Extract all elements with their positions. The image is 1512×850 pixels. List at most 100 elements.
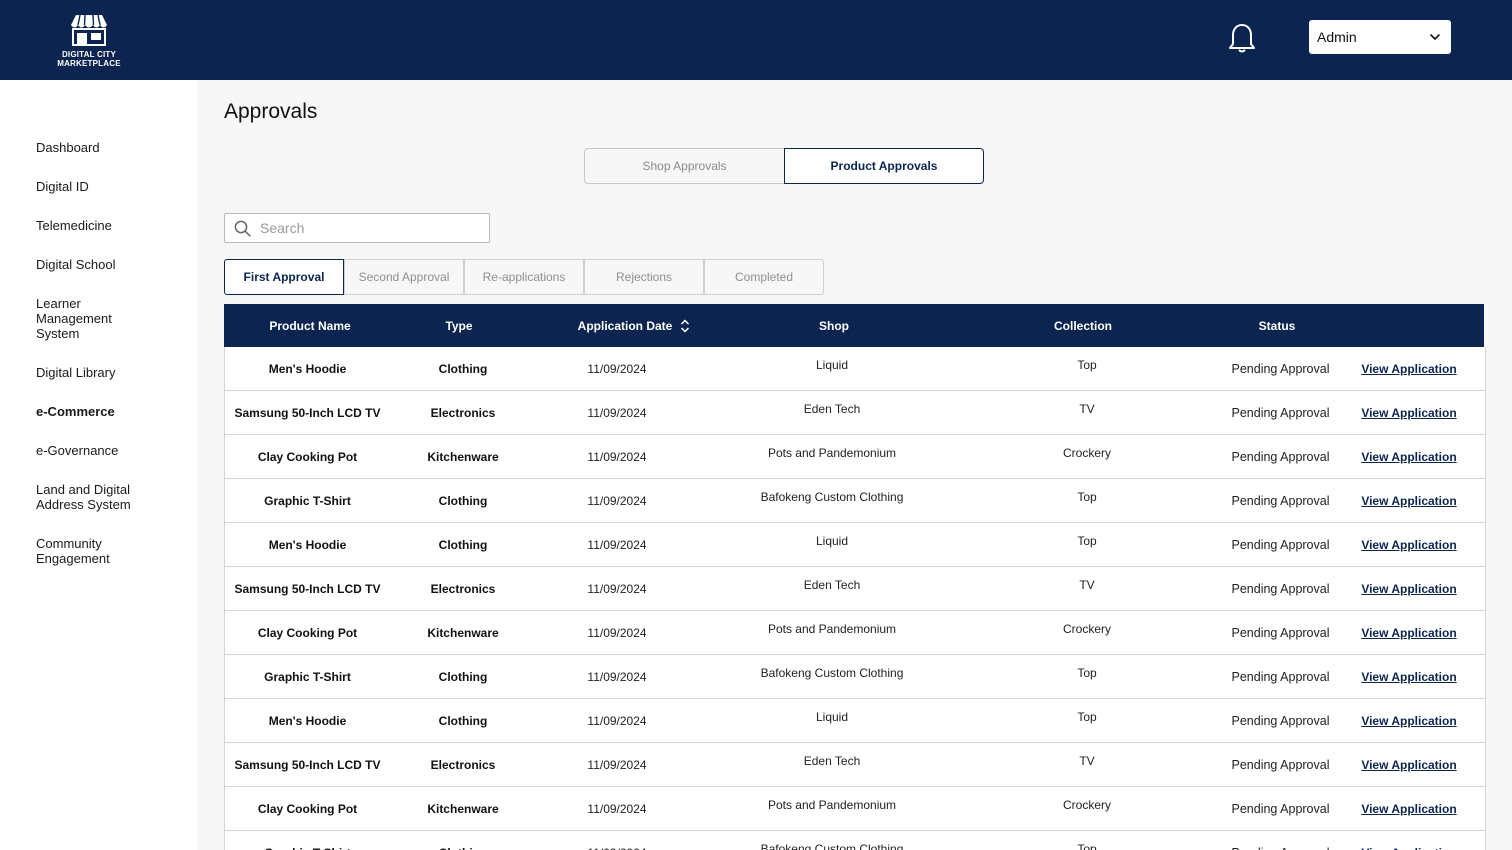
view-application-link[interactable]: View Application — [1361, 714, 1457, 728]
sidebar-item-digital-school[interactable]: Digital School — [36, 257, 116, 272]
shop-cell: Liquid — [815, 358, 849, 372]
status-cell: Pending Approval — [1231, 538, 1330, 552]
type-cell: Clothing — [438, 670, 488, 684]
sidebar-item-e-commerce[interactable]: e-Commerce — [36, 404, 115, 419]
column-product-name[interactable]: Product Name — [269, 318, 351, 333]
sidebar-item-e-governance[interactable]: e-Governance — [36, 443, 119, 458]
collection-cell: Top — [1077, 358, 1097, 372]
status-cell: Pending Approval — [1231, 450, 1330, 464]
status-cell: Pending Approval — [1231, 494, 1330, 508]
product-name-cell: Samsung 50-Inch LCD TV — [234, 758, 381, 772]
application-date-cell: 11/09/2024 — [587, 758, 647, 772]
search-icon — [234, 220, 251, 237]
status-cell: Pending Approval — [1231, 802, 1330, 816]
product-name-cell: Men's Hoodie — [268, 538, 347, 552]
shop-cell: Eden Tech — [803, 578, 861, 592]
product-name-cell: Samsung 50-Inch LCD TV — [234, 582, 381, 596]
view-application-link[interactable]: View Application — [1361, 758, 1457, 772]
brand-logo[interactable]: DIGITAL CITY MARKETPLACE — [52, 14, 126, 68]
sort-icon[interactable] — [680, 318, 690, 333]
view-application-link[interactable]: View Application — [1361, 582, 1457, 596]
sidebar-item-dashboard[interactable]: Dashboard — [36, 140, 100, 155]
product-name-cell: Clay Cooking Pot — [257, 802, 358, 816]
sidebar-item-learner-management-system[interactable]: Learner Management System — [36, 296, 112, 341]
table-row: Samsung 50-Inch LCD TV Electronics 11/09/2… — [224, 391, 1486, 435]
view-application-link[interactable]: View Application — [1361, 670, 1457, 684]
sidebar-item-digital-library[interactable]: Digital Library — [36, 365, 116, 380]
collection-cell: Top — [1077, 710, 1097, 724]
search-input[interactable] — [260, 220, 460, 236]
type-cell: Clothing — [438, 494, 488, 508]
type-cell: Clothing — [438, 538, 488, 552]
shop-cell: Eden Tech — [803, 754, 861, 768]
product-name-cell: Clay Cooking Pot — [257, 450, 358, 464]
view-application-link[interactable]: View Application — [1361, 626, 1457, 640]
application-date-cell: 11/09/2024 — [587, 626, 647, 640]
tab-re-applications[interactable]: Re-applications — [464, 259, 584, 295]
application-date-cell: 11/09/2024 — [587, 582, 647, 596]
table-row: Graphic T-Shirt Clothing 11/09/2024 Bafoken… — [224, 655, 1486, 699]
view-application-link[interactable]: View Application — [1361, 538, 1457, 552]
view-application-link[interactable]: View Application — [1358, 831, 1460, 850]
application-date-cell: 11/09/2024 — [587, 670, 647, 684]
application-date-cell: 11/09/2024 — [587, 406, 647, 420]
collection-cell: Top — [1077, 666, 1097, 680]
type-cell: Electronics — [430, 406, 496, 420]
table-row: Clay Cooking Pot Kitchenware 11/09/2024 Pot… — [224, 435, 1486, 479]
sidebar-item-digital-id[interactable]: Digital ID — [36, 179, 89, 194]
brand-line-1: DIGITAL CITY — [61, 50, 117, 59]
type-cell: Clothing — [400, 831, 526, 850]
product-approvals-toggle[interactable]: Product Approvals — [784, 148, 984, 184]
view-application-link[interactable]: View Application — [1361, 494, 1457, 508]
top-bar: DIGITAL CITY MARKETPLACE Admin — [0, 0, 1512, 80]
sidebar-item-land-and-digital-address-system[interactable]: Land and Digital Address System — [36, 482, 131, 512]
column-shop[interactable]: Shop — [819, 318, 849, 333]
column-type[interactable]: Type — [445, 318, 473, 333]
collection-cell: Crockery — [1062, 798, 1111, 812]
collection-cell: TV — [1079, 578, 1095, 592]
table-row: Graphic T-Shirt Clothing 11/09/2024 Bafoken… — [224, 479, 1486, 523]
type-cell: Clothing — [438, 714, 488, 728]
shop-cell: Bafokeng Custom Clothing — [760, 666, 904, 680]
collection-cell: Top — [1077, 534, 1097, 548]
shop-cell: Liquid — [815, 534, 849, 548]
collection-cell: Crockery — [1062, 622, 1111, 636]
collection-cell: Top — [1077, 490, 1097, 504]
product-name-cell: Clay Cooking Pot — [257, 626, 358, 640]
chevron-down-icon — [1430, 34, 1440, 40]
table-row: Clay Cooking Pot Kitchenware 11/09/2024 Pot… — [224, 611, 1486, 655]
column-status[interactable]: Status — [1258, 318, 1296, 333]
status-cell: Pending Approval — [1231, 670, 1330, 684]
view-application-link[interactable]: View Application — [1361, 802, 1457, 816]
column-application-date[interactable]: Application Date — [554, 304, 714, 347]
table-header: Product Name Type Application Date Shop … — [224, 304, 1484, 347]
table-row: Clay Cooking Pot Kitchenware 11/09/2024 Pot… — [224, 787, 1486, 831]
view-application-link[interactable]: View Application — [1361, 406, 1457, 420]
page-title: Approvals — [224, 100, 318, 123]
application-date-cell: 11/09/2024 — [587, 450, 647, 464]
application-date-cell: 11/09/2024 — [587, 362, 647, 376]
type-cell: Kitchenware — [427, 450, 499, 464]
column-collection[interactable]: Collection — [1053, 318, 1112, 333]
storefront-icon — [71, 14, 107, 46]
view-application-link[interactable]: View Application — [1361, 362, 1457, 376]
tab-completed[interactable]: Completed — [704, 259, 824, 295]
user-role-select[interactable]: Admin — [1309, 20, 1451, 54]
shop-approvals-toggle[interactable]: Shop Approvals — [584, 148, 784, 184]
tab-second-approval[interactable]: Second Approval — [344, 259, 464, 295]
sidebar-item-community-engagement[interactable]: Community Engagement — [36, 536, 110, 566]
shop-cell: Pots and Pandemonium — [767, 622, 897, 636]
search-box — [224, 213, 490, 243]
shop-cell: Bafokeng Custom Clothing — [760, 842, 904, 850]
tab-first-approval[interactable]: First Approval — [224, 259, 344, 295]
type-cell: Clothing — [438, 362, 488, 376]
view-application-link[interactable]: View Application — [1361, 450, 1457, 464]
product-name-cell: Graphic T-Shirt — [264, 494, 351, 508]
sidebar-item-telemedicine[interactable]: Telemedicine — [36, 218, 112, 233]
product-name-cell: Samsung 50-Inch LCD TV — [234, 406, 381, 420]
shop-cell: Bafokeng Custom Clothing — [760, 490, 904, 504]
status-cell: Pending Approval — [1231, 582, 1330, 596]
bell-icon[interactable] — [1227, 22, 1257, 54]
table-row: Graphic T-Shirt Clothing 11/09/2024 Bafoken… — [224, 831, 1486, 850]
tab-rejections[interactable]: Rejections — [584, 259, 704, 295]
